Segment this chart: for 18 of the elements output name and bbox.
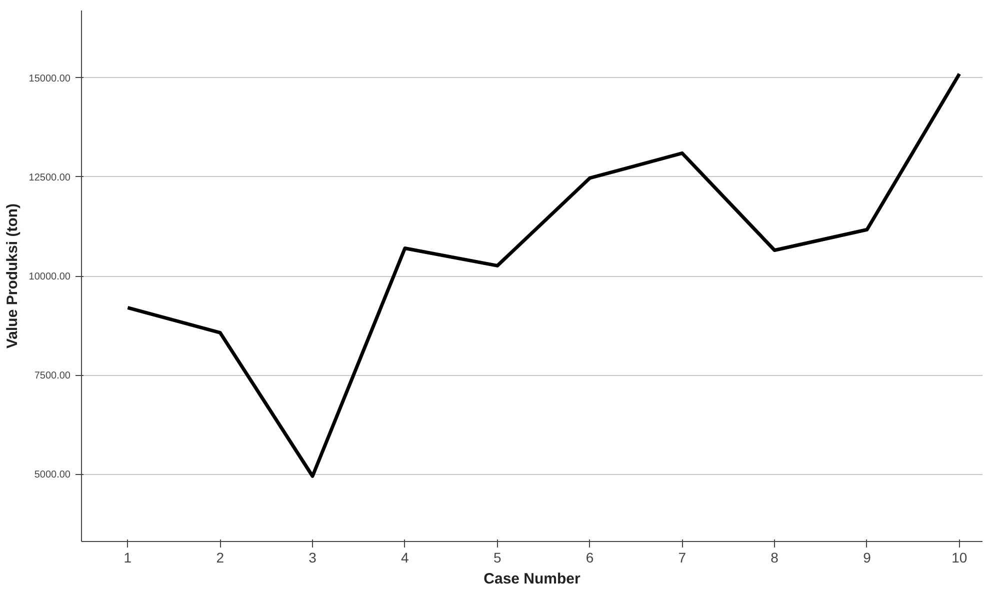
x-tick-label: 9 bbox=[863, 550, 872, 566]
y-tick-label: 7500.00 bbox=[34, 370, 71, 382]
y-tick-label: 10000.00 bbox=[28, 272, 71, 282]
x-tick-label: 4 bbox=[401, 550, 410, 566]
y-tick-label: 15000.00 bbox=[28, 73, 71, 84]
y-axis-title: Value Produksi (ton) bbox=[4, 203, 21, 349]
x-tick-label: 3 bbox=[308, 550, 317, 566]
x-tick-label: 5 bbox=[493, 550, 502, 566]
x-axis-title: Case Number bbox=[484, 570, 581, 588]
line-series bbox=[126, 72, 962, 478]
x-tick-label: 6 bbox=[586, 550, 594, 566]
x-tick-label: 7 bbox=[678, 550, 686, 566]
x-tick-label: 2 bbox=[216, 550, 224, 566]
y-tick-label: 12500.00 bbox=[28, 172, 71, 184]
x-tick-label: 1 bbox=[124, 550, 132, 566]
x-tick-label: 10 bbox=[952, 550, 968, 566]
x-tick-label: 8 bbox=[770, 550, 779, 566]
y-tick-label: 5000.00 bbox=[34, 470, 71, 481]
